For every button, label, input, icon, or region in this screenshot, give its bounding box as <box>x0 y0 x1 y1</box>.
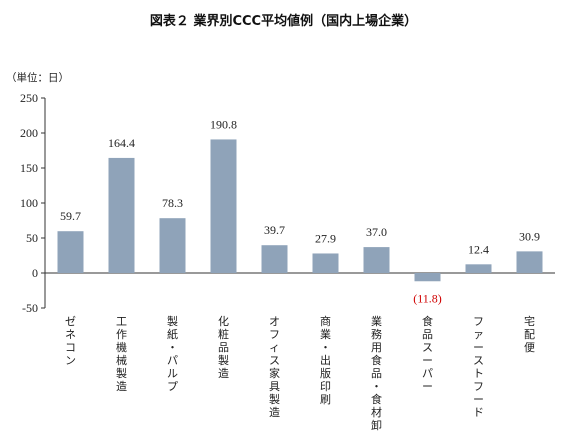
data-label: 164.4 <box>108 136 135 150</box>
bar <box>465 264 492 273</box>
chart-title: 図表２ 業界別CCC平均値例（国内上場企業） <box>149 14 418 29</box>
data-label: 12.4 <box>468 242 489 256</box>
data-label: 39.7 <box>264 223 285 237</box>
y-tick-label: -50 <box>22 301 38 315</box>
y-tick-label: 0 <box>32 266 38 280</box>
data-label: 190.8 <box>210 117 237 131</box>
data-label: 30.9 <box>519 229 540 243</box>
bar <box>414 273 441 282</box>
category-label: ゼネコン <box>65 315 76 367</box>
category-label: 食品スーパー <box>422 314 433 393</box>
data-label: 27.9 <box>315 231 336 245</box>
category-label: 商業・出版印刷 <box>320 314 331 406</box>
bar <box>108 157 135 273</box>
data-label: 37.0 <box>366 225 387 239</box>
data-label: (11.8) <box>413 291 442 305</box>
bar <box>159 218 186 273</box>
y-tick-label: 150 <box>20 161 38 175</box>
category-label: 化粧品製造 <box>218 314 229 380</box>
y-tick-label: 200 <box>20 126 38 140</box>
category-label: 工作機械製造 <box>116 315 127 393</box>
category-label: オフィス家具製造 <box>269 315 280 419</box>
bar <box>210 139 237 273</box>
bar <box>261 245 288 273</box>
bar <box>516 251 543 273</box>
category-label: 業務用食品・食材卸 <box>371 315 382 432</box>
bar <box>363 247 390 273</box>
data-label: 59.7 <box>60 209 81 223</box>
y-tick-label: 50 <box>26 231 38 245</box>
y-tick-label: 100 <box>20 196 38 210</box>
category-label: 製紙・パルプ <box>167 314 178 393</box>
unit-label: （単位：日） <box>6 72 69 84</box>
bar <box>312 253 339 273</box>
bar <box>57 231 84 273</box>
category-label: 宅配便 <box>524 314 535 354</box>
data-label: 78.3 <box>162 196 183 210</box>
category-label: ファーストフード <box>473 315 484 419</box>
y-tick-label: 250 <box>20 91 38 105</box>
